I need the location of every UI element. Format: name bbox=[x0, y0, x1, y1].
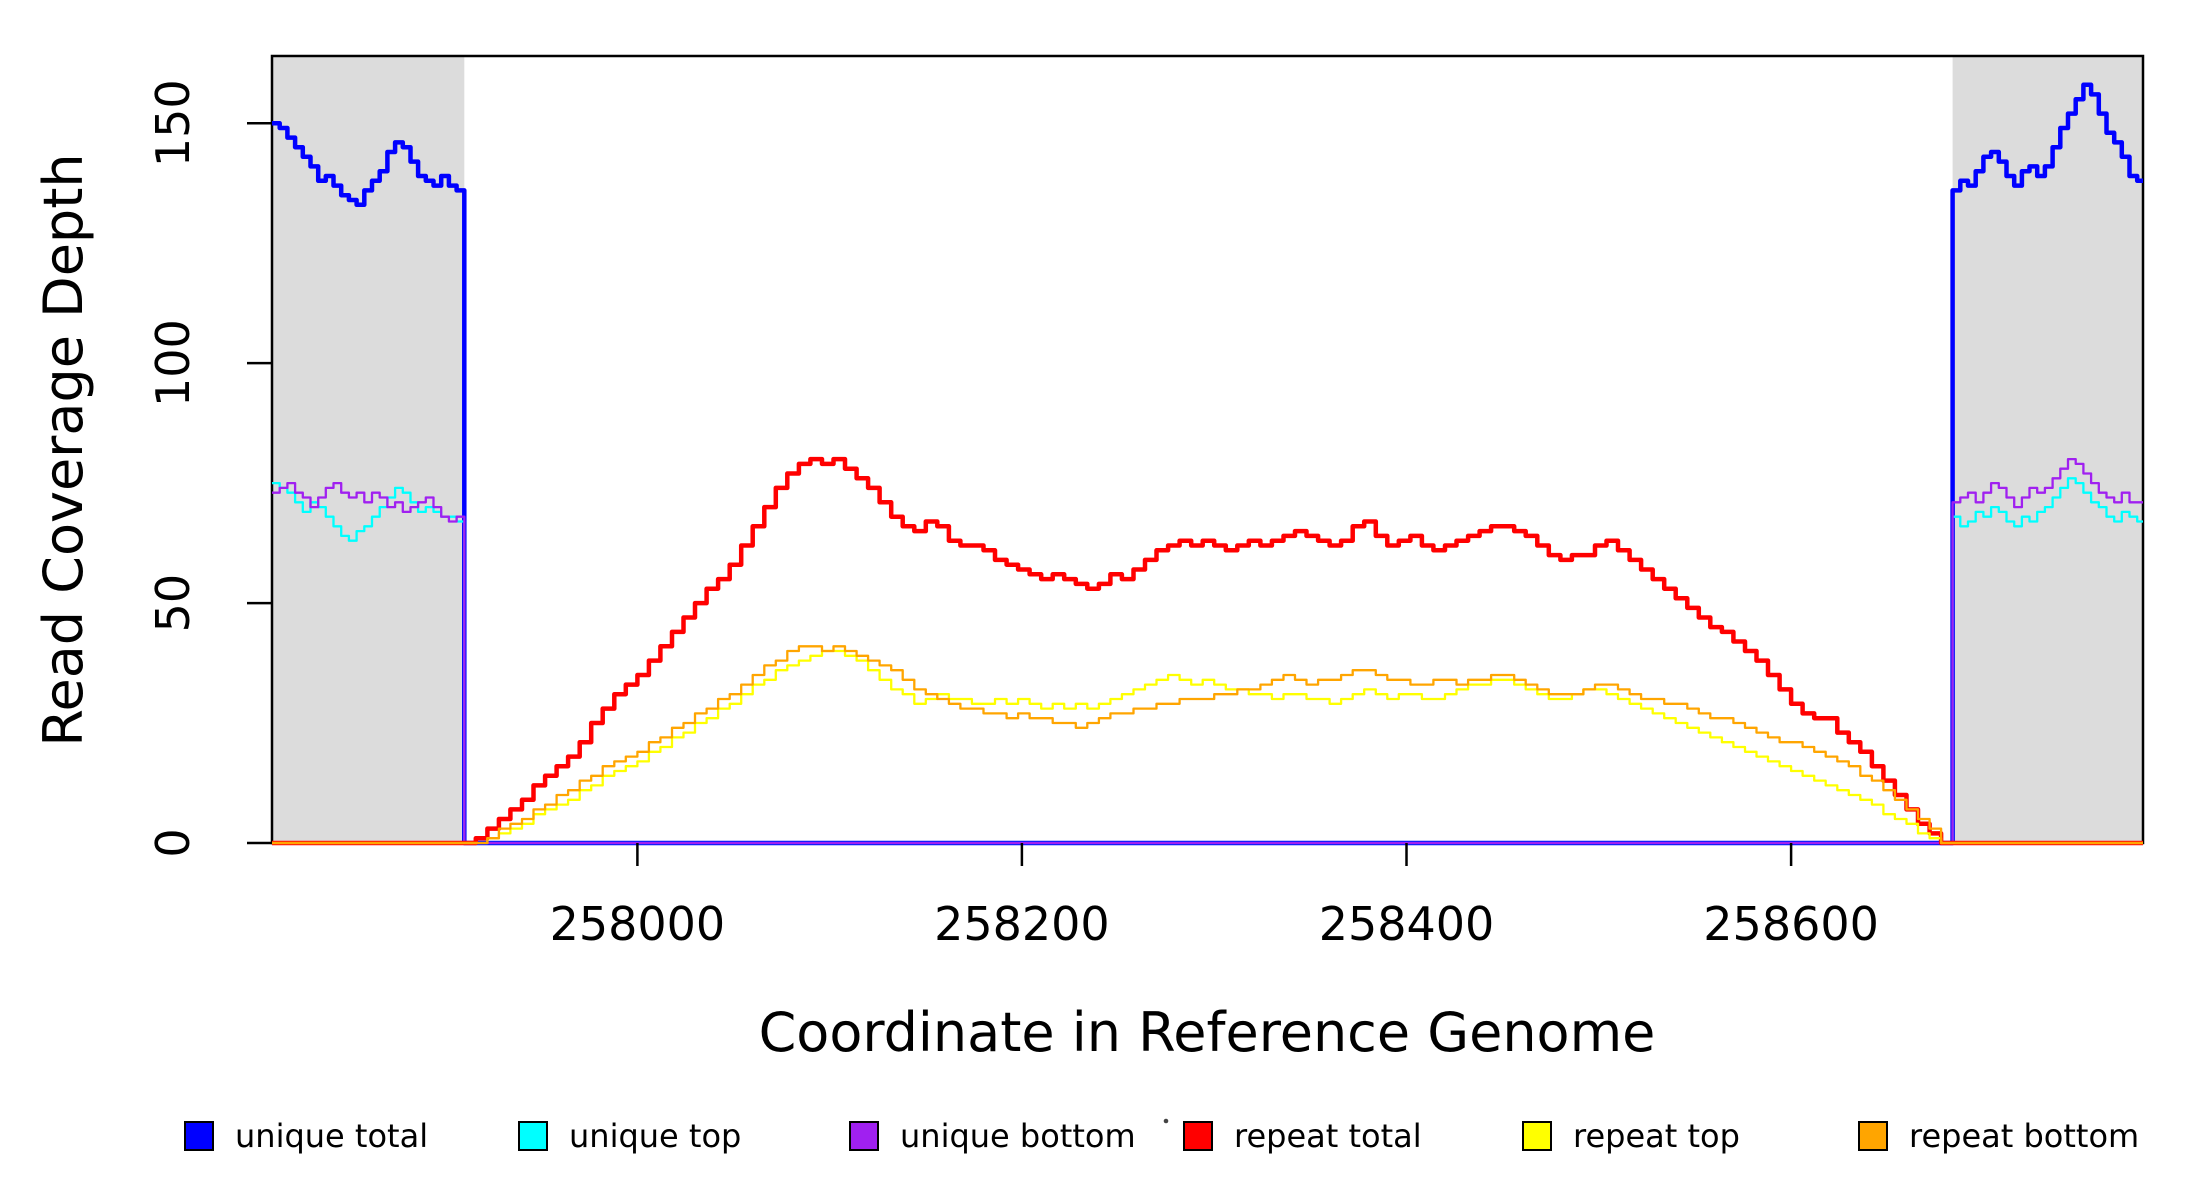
legend-label-repeat-top: repeat top bbox=[1573, 1117, 1740, 1155]
shaded-band-1 bbox=[272, 57, 465, 842]
y-tick-label-150: 150 bbox=[146, 79, 200, 167]
y-axis-title: Read Coverage Depth bbox=[32, 153, 95, 746]
legend-swatch-unique-bottom bbox=[849, 1121, 879, 1151]
legend-swatch-repeat-bottom bbox=[1858, 1121, 1888, 1151]
y-tick-label-100: 100 bbox=[146, 319, 200, 407]
legend-label-unique-top: unique top bbox=[569, 1117, 741, 1155]
series-unique_total bbox=[272, 82, 2143, 846]
x-tick-label-258600: 258600 bbox=[1703, 897, 1879, 951]
plot-frame bbox=[270, 54, 2145, 845]
series-repeat_total bbox=[272, 456, 2143, 846]
shaded-regions bbox=[272, 57, 2143, 842]
shaded-band-2 bbox=[1952, 57, 2143, 842]
legend-label-repeat-bottom: repeat bottom bbox=[1909, 1117, 2139, 1155]
y-axis: 0 50 100 150 bbox=[146, 79, 272, 858]
legend-swatch-repeat-total bbox=[1183, 1121, 1213, 1151]
stray-dot-artifact bbox=[1163, 1118, 1169, 1124]
legend-label-unique-bottom: unique bottom bbox=[900, 1117, 1136, 1155]
legend-label-unique-total: unique total bbox=[235, 1117, 428, 1155]
y-tick-label-50: 50 bbox=[146, 574, 200, 633]
x-axis-title: Coordinate in Reference Genome bbox=[759, 1001, 1656, 1064]
series-lines bbox=[272, 82, 2143, 846]
legend: unique total unique top unique bottom repea… bbox=[184, 1117, 2139, 1155]
series-repeat_top bbox=[272, 649, 2143, 845]
x-tick-label-258400: 258400 bbox=[1319, 897, 1495, 951]
series-unique_bottom bbox=[272, 457, 2143, 845]
x-axis: 258000 258200 258400 258600 bbox=[550, 843, 1879, 951]
y-tick-label-0: 0 bbox=[146, 828, 200, 857]
x-tick-label-258200: 258200 bbox=[934, 897, 1110, 951]
legend-label-repeat-total: repeat total bbox=[1234, 1117, 1422, 1155]
legend-swatch-unique-top bbox=[518, 1121, 548, 1151]
legend-swatch-repeat-top bbox=[1522, 1121, 1552, 1151]
legend-swatch-unique-total bbox=[184, 1121, 214, 1151]
series-repeat_bottom bbox=[272, 645, 2143, 845]
x-tick-label-258000: 258000 bbox=[550, 897, 726, 951]
series-unique_top bbox=[272, 477, 2143, 845]
